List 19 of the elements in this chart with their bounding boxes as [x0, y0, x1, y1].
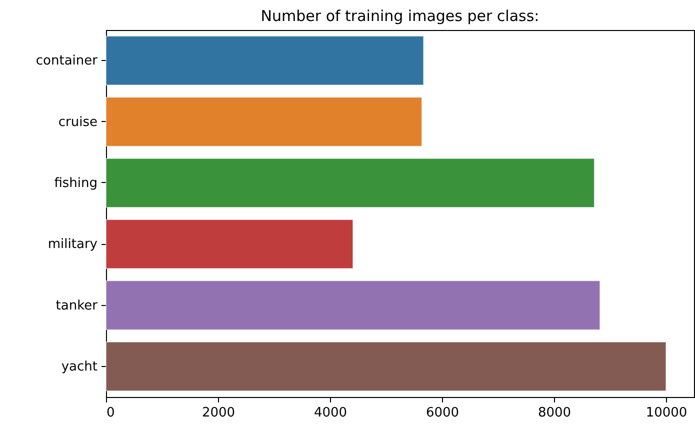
bar — [106, 280, 600, 330]
x-tick-label: 10000 — [646, 406, 688, 420]
y-tick-label: fishing — [54, 176, 98, 191]
y-tick-label: yacht — [61, 359, 98, 374]
chart-title: Number of training images per class: — [260, 7, 540, 25]
x-tick-label: 6000 — [426, 406, 460, 420]
y-tick-label: tanker — [56, 298, 98, 314]
x-tick-label: 8000 — [538, 406, 572, 420]
x-tick-label: 4000 — [314, 406, 348, 420]
x-tick-label: 2000 — [202, 406, 236, 420]
y-tick-label: cruise — [58, 114, 98, 130]
x-tick-label: 0 — [106, 406, 115, 420]
bar — [106, 36, 424, 86]
bar — [106, 219, 354, 269]
y-tick-label: military — [48, 237, 98, 252]
y-tick-label: container — [36, 54, 98, 69]
bar — [106, 158, 595, 208]
bar — [106, 96, 422, 147]
bar — [106, 342, 666, 392]
